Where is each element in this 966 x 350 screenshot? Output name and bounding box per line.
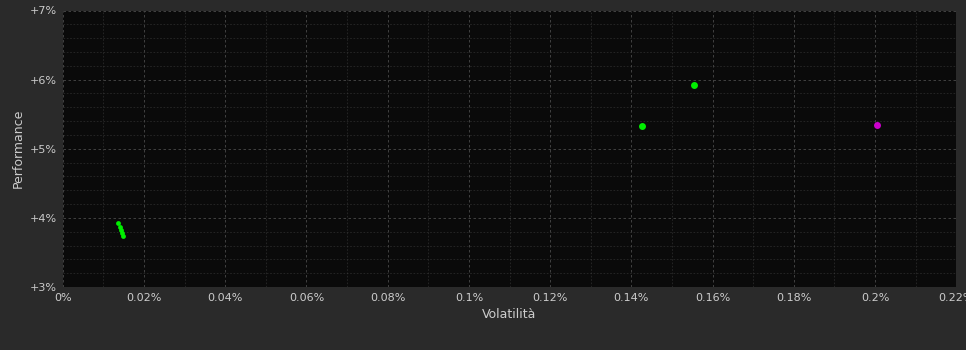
Point [112,224,128,230]
Point [869,122,885,127]
Point [687,82,702,88]
Point [113,228,128,233]
Point [634,123,649,129]
Point [115,233,130,239]
Point [110,220,126,225]
Point [114,230,129,236]
Y-axis label: Performance: Performance [12,109,24,188]
X-axis label: Volatilità: Volatilità [482,308,537,321]
